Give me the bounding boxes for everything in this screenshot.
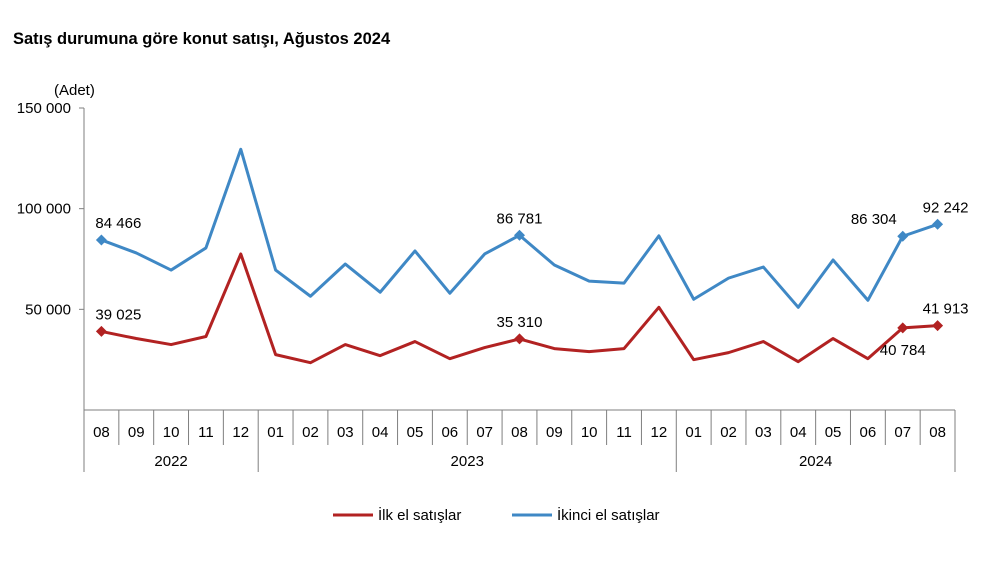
chart-title: Satış durumuna göre konut satışı, Ağusto…: [13, 30, 391, 48]
x-tick-label: 11: [616, 424, 632, 441]
data-label: 86 781: [497, 210, 543, 227]
x-tick-label: 08: [93, 424, 110, 441]
data-point-marker: [932, 320, 944, 332]
x-tick-label: 10: [581, 424, 598, 441]
data-point-marker: [95, 325, 107, 337]
x-tick-label: 05: [407, 424, 424, 441]
data-label: 84 466: [95, 215, 141, 232]
x-tick-label: 09: [546, 424, 563, 441]
x-tick-label: 02: [302, 424, 319, 441]
data-label: 40 784: [880, 342, 926, 359]
legend-label: İkinci el satışlar: [557, 506, 660, 524]
x-tick-label: 12: [651, 424, 668, 441]
data-point-marker: [95, 234, 107, 246]
x-tick-label: 05: [825, 424, 842, 441]
y-tick-label: 50 000: [25, 301, 71, 318]
y-tick-label: 150 000: [17, 100, 71, 117]
data-label: 35 310: [497, 314, 543, 331]
data-point-marker: [514, 333, 525, 345]
y-axis-label: (Adet): [54, 82, 95, 99]
data-point-marker: [897, 230, 909, 242]
x-tick-label: 03: [337, 424, 354, 441]
data-point-marker: [514, 229, 525, 241]
y-tick-label: 100 000: [17, 201, 71, 218]
x-tick-label: 06: [441, 424, 458, 441]
x-tick-label: 01: [685, 424, 702, 441]
data-label: 41 913: [923, 301, 969, 318]
x-tick-label: 08: [511, 424, 528, 441]
x-tick-label: 01: [267, 424, 284, 441]
x-tick-label: 04: [790, 424, 807, 441]
x-tick-label: 06: [860, 424, 877, 441]
x-tick-label: 07: [476, 424, 493, 441]
year-label: 2023: [451, 453, 484, 470]
x-tick-label: 09: [128, 424, 145, 441]
x-tick-label: 10: [163, 424, 180, 441]
data-point-marker: [932, 218, 944, 230]
data-label: 86 304: [851, 211, 897, 228]
data-label: 92 242: [923, 199, 969, 216]
x-tick-label: 02: [720, 424, 737, 441]
x-tick-label: 04: [372, 424, 389, 441]
data-label: 39 025: [95, 306, 141, 323]
x-tick-label: 12: [232, 424, 249, 441]
series-line-1: [99, 252, 940, 365]
x-tick-label: 11: [198, 424, 214, 441]
year-label: 2024: [799, 453, 832, 470]
legend-label: İlk el satışlar: [378, 506, 461, 524]
x-tick-label: 03: [755, 424, 772, 441]
x-tick-label: 07: [894, 424, 911, 441]
year-label: 2022: [154, 453, 187, 470]
data-point-marker: [897, 322, 909, 334]
x-tick-label: 08: [929, 424, 946, 441]
